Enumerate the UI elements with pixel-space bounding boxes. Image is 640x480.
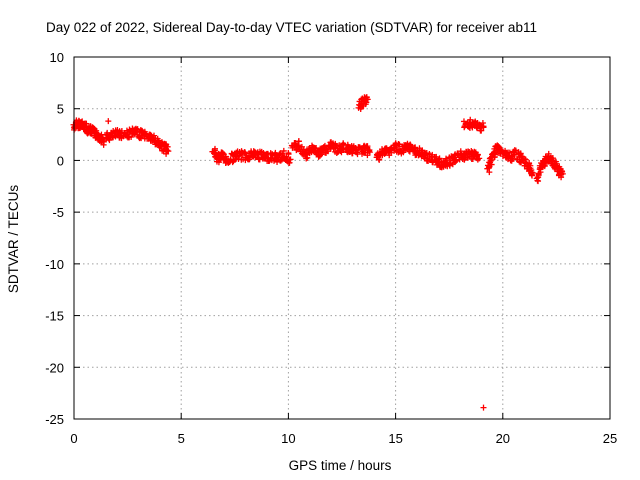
data-point: [480, 124, 487, 131]
data-point: [101, 137, 108, 144]
x-tick-label: 25: [603, 431, 617, 446]
data-point: [286, 159, 293, 166]
data-point: [222, 153, 229, 160]
data-point: [349, 150, 356, 157]
x-tick-label: 5: [178, 431, 185, 446]
data-point: [407, 142, 414, 149]
data-point: [366, 149, 373, 156]
y-tick-label: -20: [45, 360, 64, 375]
data-point: [412, 144, 419, 151]
data-point: [476, 155, 483, 162]
data-point: [558, 174, 565, 181]
x-tick-label: 20: [496, 431, 510, 446]
data-point: [128, 133, 135, 140]
data-point: [287, 156, 294, 163]
data-point: [529, 169, 536, 176]
axis-ticks: [73, 56, 611, 420]
data-point: [280, 147, 287, 154]
plot-frame: [73, 56, 611, 420]
data-point: [111, 132, 118, 139]
y-axis-label: SDTVAR / TECUs: [6, 185, 21, 294]
y-tick-labels: -25 -20 -15 -10 -5 0 5 10: [45, 50, 64, 427]
y-tick-label: -25: [45, 412, 64, 427]
data-point: [252, 154, 259, 161]
data-point: [480, 404, 487, 411]
data-point: [375, 156, 382, 163]
data-point: [436, 155, 443, 162]
data-point: [453, 157, 460, 164]
grid-lines: [74, 57, 610, 419]
y-tick-label: 0: [57, 153, 64, 168]
data-point: [364, 152, 371, 159]
data-point: [105, 118, 112, 125]
x-axis-label: GPS time / hours: [289, 458, 392, 473]
y-tick-label: -10: [45, 257, 64, 272]
y-tick-label: -5: [52, 205, 64, 220]
data-point: [318, 151, 325, 158]
data-point: [496, 145, 503, 152]
x-tick-labels: 0 5 10 15 20 25: [70, 431, 617, 446]
data-point: [435, 159, 442, 166]
chart-title: Day 022 of 2022, Sidereal Day-to-day VTE…: [46, 20, 537, 35]
y-tick-label: -15: [45, 309, 64, 324]
data-point: [469, 155, 476, 162]
data-point: [359, 148, 366, 155]
data-point: [285, 151, 292, 158]
data-point: [134, 126, 141, 133]
x-tick-label: 0: [70, 431, 77, 446]
data-point: [545, 150, 552, 157]
x-tick-label: 15: [388, 431, 402, 446]
data-point: [165, 148, 172, 155]
y-tick-label: 10: [50, 50, 64, 65]
data-point: [478, 127, 485, 134]
data-point: [559, 170, 566, 177]
data-point: [98, 131, 105, 138]
data-point: [106, 137, 113, 144]
data-point: [406, 148, 413, 155]
data-point: [360, 149, 367, 156]
data-point: [364, 96, 371, 103]
data-points: [70, 94, 566, 411]
data-point: [474, 151, 481, 158]
x-tick-label: 10: [281, 431, 295, 446]
data-point: [295, 138, 302, 145]
y-tick-label: 5: [57, 102, 64, 117]
